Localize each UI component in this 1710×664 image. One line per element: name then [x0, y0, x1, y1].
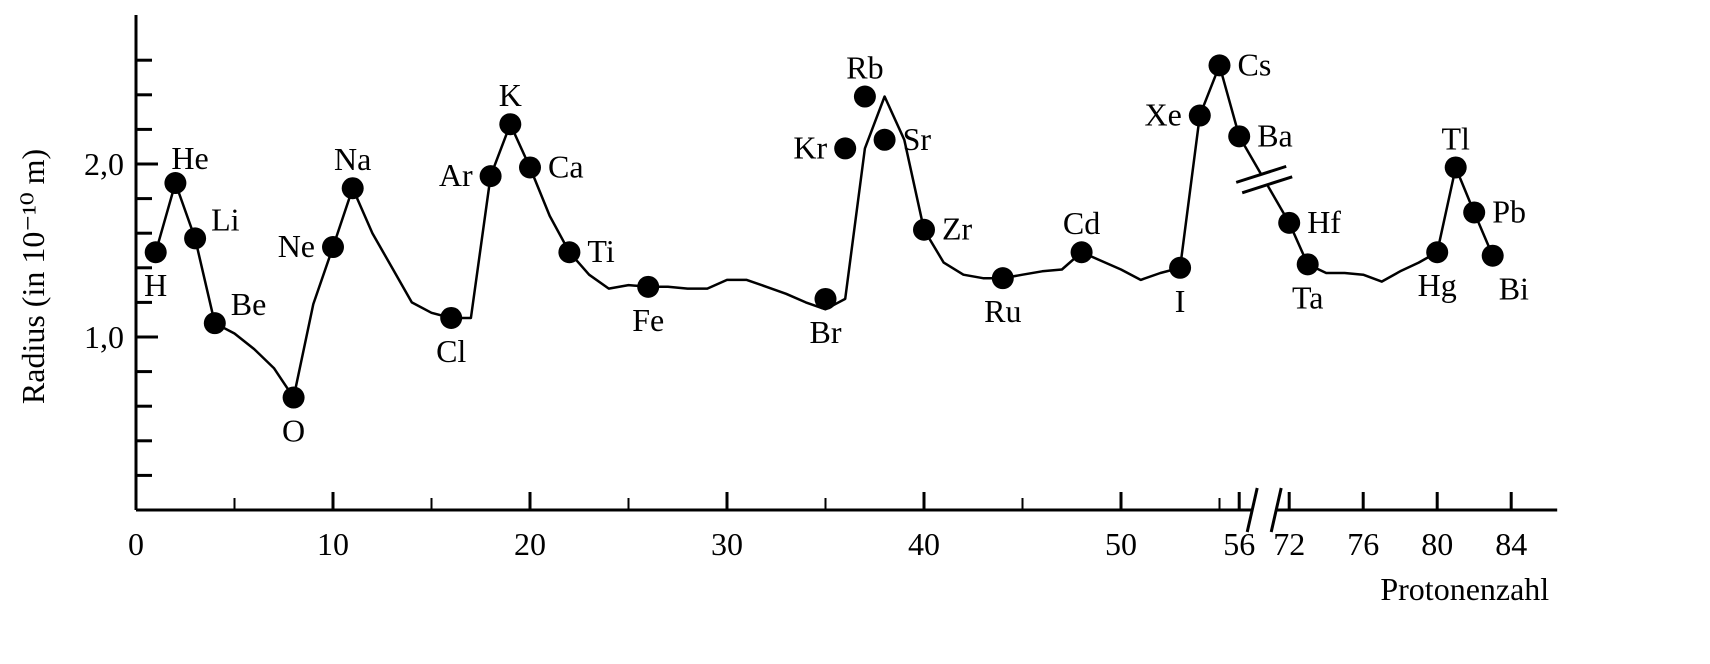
x-tick-label-50: 50 [1105, 526, 1137, 562]
point-label-hg: Hg [1418, 267, 1457, 303]
data-point-bi [1481, 244, 1504, 267]
data-point-cd [1070, 241, 1093, 264]
x-tick-label-40: 40 [908, 526, 940, 562]
data-point-na [341, 177, 364, 200]
data-point-li [184, 227, 207, 250]
data-point-pb [1463, 201, 1486, 224]
point-label-hf: Hf [1307, 204, 1341, 240]
point-label-ca: Ca [548, 148, 584, 184]
x-tick-label-84: 84 [1495, 526, 1527, 562]
data-point-o [282, 386, 305, 409]
data-point-ne [322, 236, 344, 259]
point-label-ti: Ti [587, 233, 614, 269]
x-tick-label-80: 80 [1421, 526, 1453, 562]
data-point-i [1169, 256, 1192, 279]
data-point-ca [519, 156, 541, 179]
x-tick-label-72: 72 [1273, 526, 1305, 562]
data-point-br [814, 287, 837, 310]
x-axis-break-mark-left [1245, 487, 1259, 533]
point-label-ba: Ba [1257, 117, 1293, 153]
data-point-zr [913, 218, 935, 241]
data-point-ti [558, 241, 581, 264]
point-label-ar: Ar [439, 157, 473, 193]
data-point-he [164, 172, 187, 195]
data-point-kr [834, 137, 857, 160]
data-point-k [499, 113, 522, 136]
data-point-xe [1188, 104, 1211, 127]
x-axis-title: Protonenzahl [1380, 571, 1549, 607]
point-label-he: He [171, 140, 208, 176]
x-axis-break-mark-right [1269, 487, 1283, 533]
point-label-fe: Fe [632, 302, 664, 338]
series-break-mark-1 [1235, 164, 1287, 184]
data-point-sr [873, 128, 896, 151]
data-point-rb [853, 85, 876, 108]
x-tick-label-10: 10 [317, 526, 349, 562]
point-label-na: Na [334, 141, 371, 177]
point-label-sr: Sr [903, 121, 932, 157]
point-label-ta: Ta [1292, 279, 1324, 315]
point-label-cl: Cl [436, 333, 466, 369]
data-point-cs [1208, 54, 1231, 77]
data-point-ru [991, 267, 1014, 290]
series-break-mark-2 [1241, 175, 1293, 195]
point-label-li: Li [211, 201, 240, 237]
point-label-tl: Tl [1441, 120, 1470, 156]
point-label-zr: Zr [942, 211, 973, 247]
point-label-ru: Ru [984, 293, 1021, 329]
data-point-ta [1296, 253, 1319, 276]
point-label-pb: Pb [1492, 193, 1526, 229]
data-point-hg [1426, 241, 1449, 264]
y-tick-label-1-0: 1,0 [84, 319, 124, 355]
data-points-group [144, 54, 1504, 409]
point-label-o: O [282, 413, 305, 449]
data-point-ar [479, 165, 502, 188]
data-point-ba [1228, 125, 1251, 148]
point-label-cd: Cd [1063, 205, 1100, 241]
y-tick-label-2-0: 2,0 [84, 146, 124, 182]
point-label-ne: Ne [278, 228, 315, 264]
x-tick-label-56: 56 [1223, 526, 1255, 562]
point-label-rb: Rb [846, 50, 883, 86]
x-tick-label-0: 0 [128, 526, 144, 562]
point-label-xe: Xe [1144, 97, 1181, 133]
point-label-be: Be [231, 286, 267, 322]
data-point-fe [637, 275, 660, 298]
point-label-h: H [144, 267, 167, 303]
data-point-cl [440, 306, 463, 329]
x-tick-label-30: 30 [711, 526, 743, 562]
point-label-br: Br [810, 314, 842, 350]
x-tick-label-20: 20 [514, 526, 546, 562]
data-point-be [203, 312, 226, 335]
data-point-h [144, 241, 167, 264]
y-axis-title: Radius (in 10⁻¹⁰ m) [15, 149, 51, 404]
point-label-k: K [499, 77, 522, 113]
point-label-cs: Cs [1238, 46, 1272, 82]
data-point-tl [1444, 156, 1467, 179]
point-label-bi: Bi [1499, 271, 1529, 307]
point-label-kr: Kr [793, 129, 827, 165]
point-label-i: I [1175, 283, 1186, 319]
axes-group: 1,0 2,0 0 10 20 30 40 50 56 72 76 80 84 [84, 15, 1558, 562]
data-point-hf [1278, 211, 1301, 234]
x-tick-label-76: 76 [1347, 526, 1379, 562]
